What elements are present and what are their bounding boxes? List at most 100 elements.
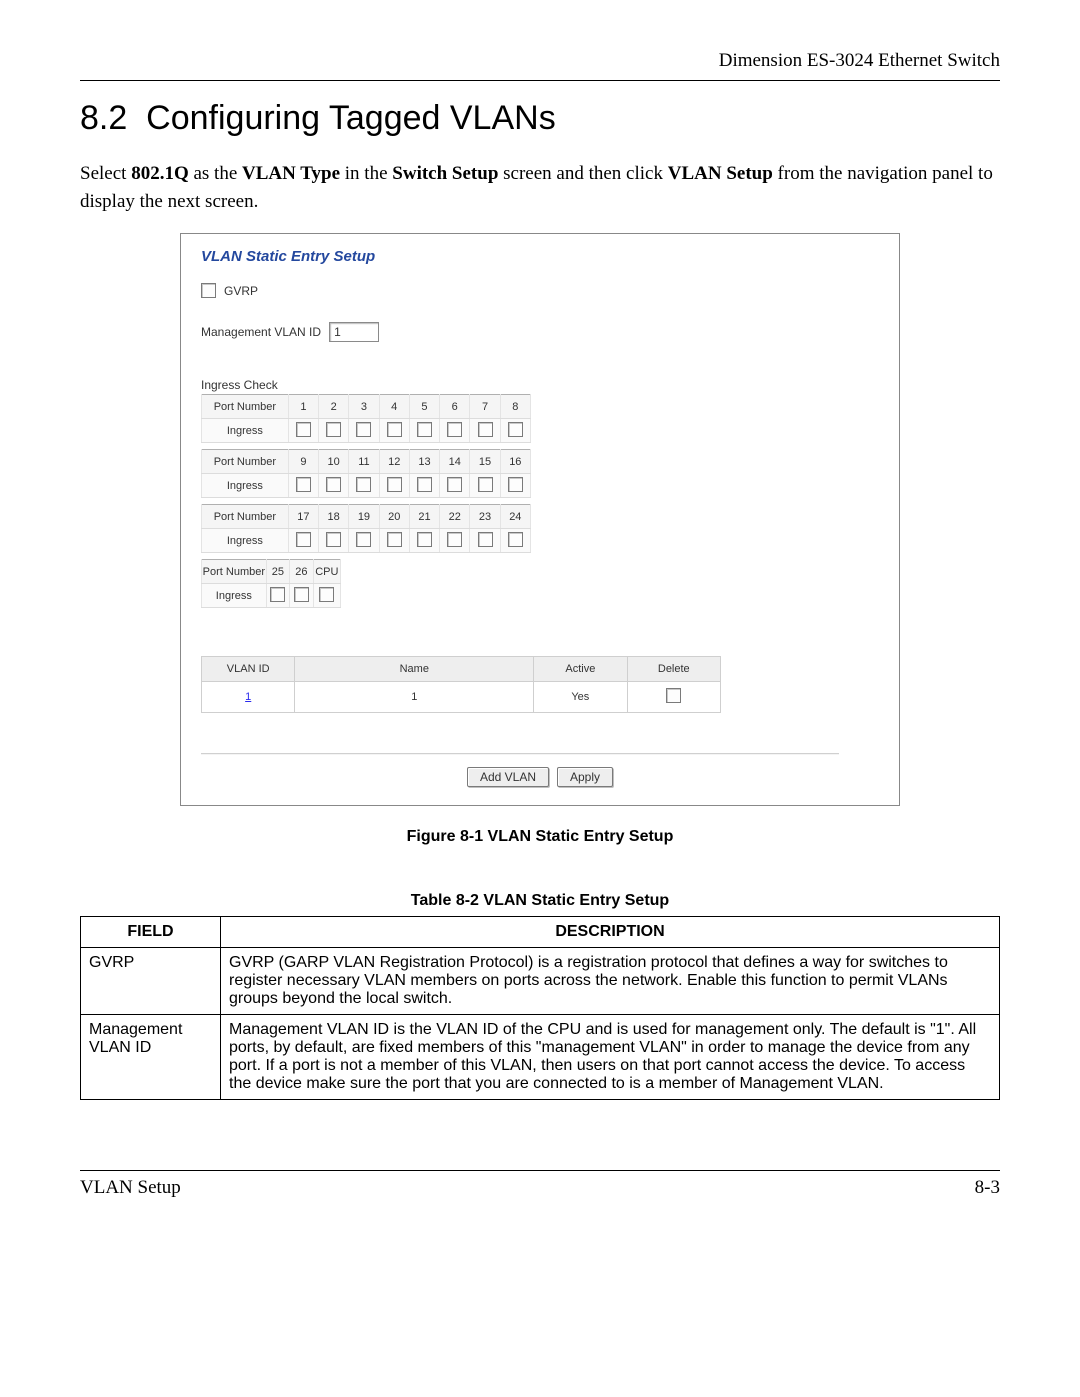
desc-text: GVRP (GARP VLAN Registration Protocol) i… <box>221 948 1000 1015</box>
apply-button[interactable]: Apply <box>557 767 613 787</box>
vlan-th-active: Active <box>534 657 627 682</box>
ingress-checkbox[interactable] <box>294 587 309 602</box>
port-number-cell: 20 <box>379 505 409 529</box>
port-number-cell: 12 <box>379 450 409 474</box>
intro-bold: VLAN Type <box>242 163 340 184</box>
port-number-cell: 10 <box>319 450 349 474</box>
ingress-checkbox[interactable] <box>478 477 493 492</box>
intro-text: screen and then click <box>498 163 667 184</box>
ingress-check-heading: Ingress Check <box>201 378 879 392</box>
intro-text: Select <box>80 163 131 184</box>
port-number-cell: 24 <box>500 505 530 529</box>
ingress-checkbox[interactable] <box>478 532 493 547</box>
port-number-cell: 3 <box>349 395 379 419</box>
vlan-id-link[interactable]: 1 <box>245 691 251 703</box>
ingress-checkbox[interactable] <box>417 532 432 547</box>
section-heading: 8.2 Configuring Tagged VLANs <box>80 99 1000 138</box>
port-number-label: Port Number <box>202 505 289 529</box>
gvrp-checkbox[interactable] <box>201 283 216 298</box>
port-number-cell: 18 <box>319 505 349 529</box>
intro-text: in the <box>340 163 392 184</box>
ingress-checkbox[interactable] <box>296 422 311 437</box>
vlan-name-cell: 1 <box>295 682 534 713</box>
section-number: 8.2 <box>80 99 127 137</box>
ingress-checkbox[interactable] <box>478 422 493 437</box>
mgmt-vlan-input[interactable]: 1 <box>329 322 379 342</box>
port-number-cell: 14 <box>440 450 470 474</box>
ingress-checkbox[interactable] <box>447 532 462 547</box>
vlan-list-table: VLAN ID Name Active Delete 1 1 Yes <box>201 656 721 713</box>
footer-left: VLAN Setup <box>80 1177 181 1199</box>
intro-bold: 802.1Q <box>131 163 189 184</box>
port-number-cell: 19 <box>349 505 379 529</box>
figure-caption: Figure 8-1 VLAN Static Entry Setup <box>80 828 1000 846</box>
ingress-checkbox[interactable] <box>508 422 523 437</box>
port-number-cell: 23 <box>470 505 500 529</box>
desc-th-field: FIELD <box>81 917 221 948</box>
vlan-setup-screenshot: VLAN Static Entry Setup GVRP Management … <box>180 233 900 806</box>
port-number-cell: 4 <box>379 395 409 419</box>
ingress-checkbox[interactable] <box>508 532 523 547</box>
ingress-checkbox[interactable] <box>387 422 402 437</box>
desc-th-desc: DESCRIPTION <box>221 917 1000 948</box>
ingress-checkbox[interactable] <box>417 422 432 437</box>
intro-bold: Switch Setup <box>392 163 498 184</box>
ingress-checkbox[interactable] <box>447 422 462 437</box>
ingress-checkbox[interactable] <box>326 477 341 492</box>
ingress-checkbox[interactable] <box>387 477 402 492</box>
intro-paragraph: Select 802.1Q as the VLAN Type in the Sw… <box>80 160 1000 215</box>
desc-text: Management VLAN ID is the VLAN ID of the… <box>221 1015 1000 1100</box>
ingress-checkbox[interactable] <box>508 477 523 492</box>
desc-field: Management VLAN ID <box>81 1015 221 1100</box>
port-number-cell: 11 <box>349 450 379 474</box>
port-number-label: Port Number <box>202 395 289 419</box>
table-caption: Table 8-2 VLAN Static Entry Setup <box>80 892 1000 910</box>
vlan-th-delete: Delete <box>627 657 720 682</box>
port-number-cell: 9 <box>288 450 318 474</box>
port-number-cell: 15 <box>470 450 500 474</box>
ingress-checkbox[interactable] <box>270 587 285 602</box>
ingress-checkbox[interactable] <box>356 422 371 437</box>
ingress-checkbox[interactable] <box>387 532 402 547</box>
port-number-cell: 17 <box>288 505 318 529</box>
add-vlan-button[interactable]: Add VLAN <box>467 767 549 787</box>
panel-title: VLAN Static Entry Setup <box>201 248 879 265</box>
desc-field: GVRP <box>81 948 221 1015</box>
ingress-checkbox[interactable] <box>447 477 462 492</box>
port-number-label: Port Number <box>202 450 289 474</box>
gvrp-label: GVRP <box>224 284 258 298</box>
port-number-cell: 1 <box>288 395 318 419</box>
ingress-row-label: Ingress <box>202 474 289 498</box>
ingress-checkbox[interactable] <box>356 477 371 492</box>
section-title-text: Configuring Tagged VLANs <box>146 99 556 137</box>
ingress-checkbox[interactable] <box>417 477 432 492</box>
ingress-port-group: Port Number1718192021222324Ingress <box>201 504 531 553</box>
page-header-product: Dimension ES-3024 Ethernet Switch <box>80 50 1000 81</box>
ingress-checkbox[interactable] <box>296 477 311 492</box>
ingress-checkbox[interactable] <box>326 422 341 437</box>
port-number-cell: 25 <box>266 560 289 584</box>
desc-row: Management VLAN ID Management VLAN ID is… <box>81 1015 1000 1100</box>
vlan-delete-checkbox[interactable] <box>666 688 681 703</box>
footer-right: 8-3 <box>975 1177 1000 1199</box>
ingress-port-group: Port Number2526CPUIngress <box>201 559 341 608</box>
port-number-cell: 21 <box>409 505 439 529</box>
port-number-cell: 8 <box>500 395 530 419</box>
ingress-port-group: Port Number910111213141516Ingress <box>201 449 531 498</box>
ingress-checkbox[interactable] <box>296 532 311 547</box>
vlan-th-id: VLAN ID <box>202 657 295 682</box>
ingress-row-label: Ingress <box>202 529 289 553</box>
mgmt-vlan-label: Management VLAN ID <box>201 325 321 339</box>
port-number-cell: 6 <box>440 395 470 419</box>
port-number-cell: 16 <box>500 450 530 474</box>
ingress-checkbox[interactable] <box>356 532 371 547</box>
ingress-checkbox[interactable] <box>326 532 341 547</box>
ingress-row-label: Ingress <box>202 419 289 443</box>
vlan-th-name: Name <box>295 657 534 682</box>
vlan-row: 1 1 Yes <box>202 682 721 713</box>
vlan-active-cell: Yes <box>534 682 627 713</box>
ingress-checkbox[interactable] <box>319 587 334 602</box>
intro-bold: VLAN Setup <box>668 163 773 184</box>
port-number-cell: CPU <box>313 560 340 584</box>
ingress-row-label: Ingress <box>202 584 267 608</box>
